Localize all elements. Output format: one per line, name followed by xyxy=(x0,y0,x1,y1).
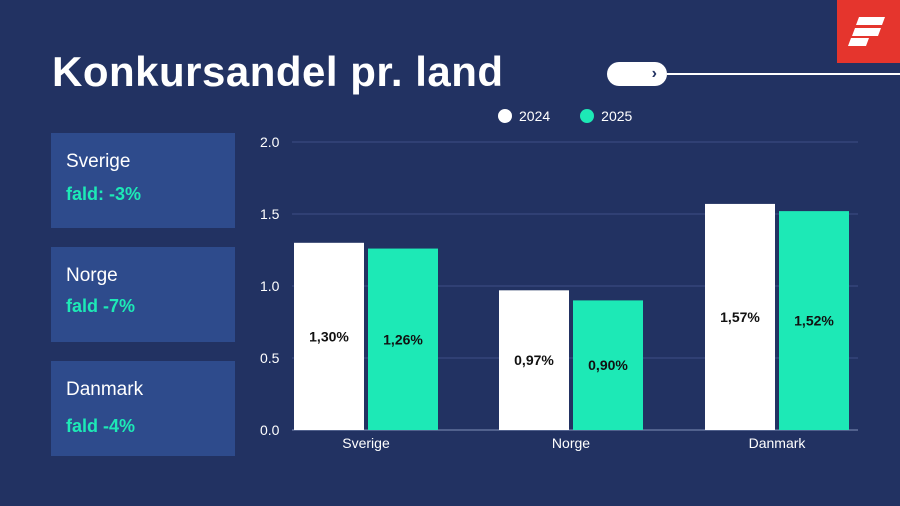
page-title: Konkursandel pr. land xyxy=(52,48,504,95)
x-tick-label: Norge xyxy=(552,435,590,451)
next-button[interactable]: › xyxy=(607,62,667,86)
card-change: fald -4% xyxy=(66,416,136,436)
bar-data-label: 1,26% xyxy=(383,331,423,347)
legend-dot-2025 xyxy=(580,109,595,123)
bar xyxy=(368,248,438,430)
card-country: Sverige xyxy=(66,151,131,172)
decorative-line xyxy=(667,73,900,75)
brand-logo xyxy=(837,0,900,63)
x-tick-label: Sverige xyxy=(342,435,390,451)
bar-data-label: 1,30% xyxy=(309,328,349,344)
card-change: fald: -3% xyxy=(66,184,142,204)
card-change: fald -7% xyxy=(66,296,136,316)
legend-label-2024: 2024 xyxy=(519,108,551,124)
bar-data-label: 0,97% xyxy=(514,352,554,368)
card-country: Norge xyxy=(66,265,118,286)
card-norge: Norge fald -7% xyxy=(51,247,235,342)
y-tick-label: 1.0 xyxy=(260,278,280,294)
bar xyxy=(573,300,643,430)
bar-data-label: 1,57% xyxy=(720,309,760,325)
legend-dot-2024 xyxy=(498,109,512,123)
y-tick-label: 0.5 xyxy=(260,350,280,366)
card-country: Danmark xyxy=(66,379,144,400)
card-sverige: Sverige fald: -3% xyxy=(51,133,235,228)
legend-item-2024: 2024 xyxy=(498,106,550,126)
bar xyxy=(705,203,775,430)
chevron-right-icon: › xyxy=(651,65,657,82)
card-danmark: Danmark fald -4% xyxy=(51,361,235,456)
bar xyxy=(294,242,364,430)
x-tick-label: Danmark xyxy=(749,435,807,451)
legend-label-2025: 2025 xyxy=(601,108,633,124)
bar-data-label: 0,90% xyxy=(588,357,628,373)
legend-item-2025: 2025 xyxy=(580,106,632,126)
chart-legend: 2024 2025 xyxy=(498,106,632,126)
brand-logo-icon xyxy=(848,17,885,46)
y-tick-label: 1.5 xyxy=(260,206,280,222)
y-tick-label: 0.0 xyxy=(260,422,280,438)
bar-data-label: 1,52% xyxy=(794,313,834,329)
bar xyxy=(779,211,849,430)
bar xyxy=(499,290,569,430)
y-tick-label: 2.0 xyxy=(260,134,280,150)
